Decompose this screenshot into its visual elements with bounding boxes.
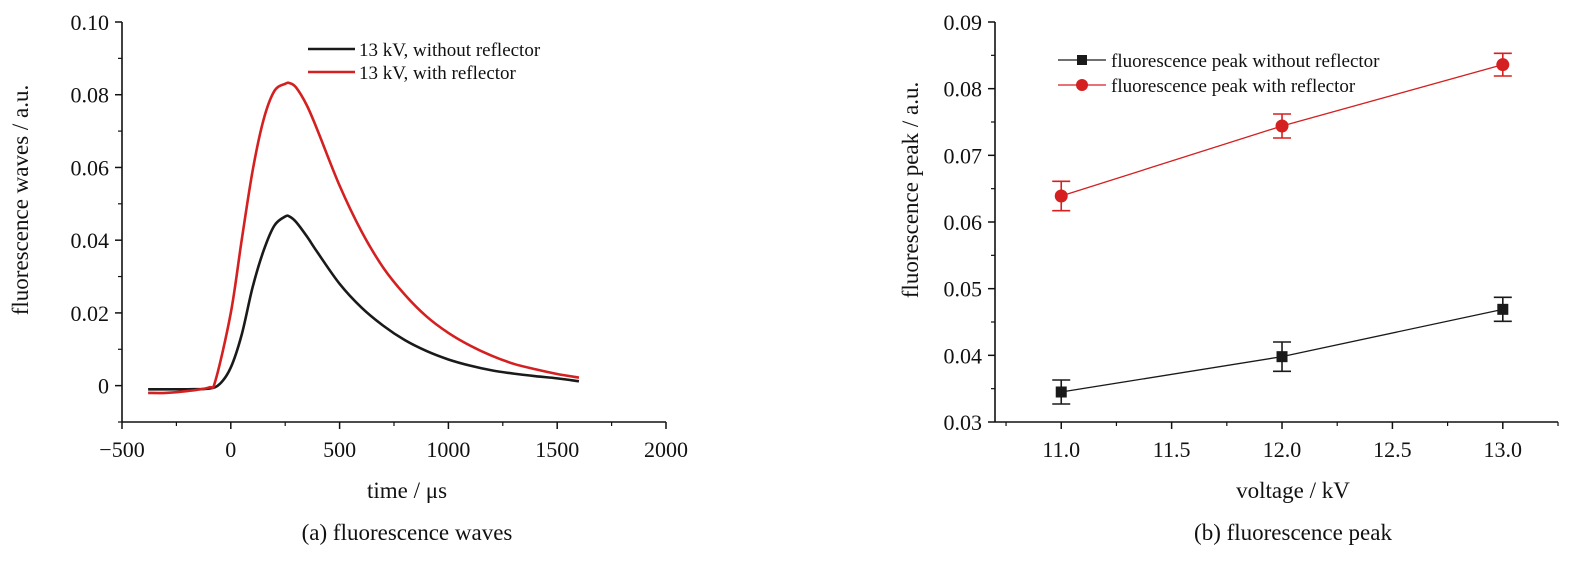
chart-b-legend-marker-square bbox=[1077, 55, 1087, 65]
chart-a-y-tick-label: 0.02 bbox=[71, 301, 110, 326]
chart-a-y-axis-label: fluorescence waves / a.u. bbox=[8, 85, 33, 316]
chart-b-legend: fluorescence peak without reflector fluor… bbox=[1058, 51, 1380, 97]
chart-a-x-tick-label: 1500 bbox=[535, 437, 579, 462]
chart-b-x-tick-label: 11.0 bbox=[1042, 437, 1080, 462]
chart-b-y-tick-label: 0.08 bbox=[944, 77, 983, 102]
chart-a-x-tick-label: 0 bbox=[225, 437, 236, 462]
chart-b-y-tick-label: 0.09 bbox=[944, 10, 983, 35]
chart-a-series bbox=[148, 81, 580, 395]
chart-b-x-tick-label: 13.0 bbox=[1484, 437, 1523, 462]
chart-a-series-line-1 bbox=[148, 214, 580, 391]
chart-b-point-square bbox=[1276, 351, 1288, 363]
chart-b-y-tick-label: 0.06 bbox=[944, 210, 983, 235]
chart-a-x-tick-label: 500 bbox=[323, 437, 356, 462]
chart-b-y-axis-label: fluorescence peak / a.u. bbox=[898, 82, 923, 298]
chart-b-y-tick-label: 0.05 bbox=[944, 277, 983, 302]
chart-a-x-tick-label: −500 bbox=[99, 437, 144, 462]
chart-fluorescence-peak: 11.0 11.5 12.0 12.5 13.0 0.03 0.04 0.05 0.06 0.07… bbox=[898, 10, 1559, 545]
chart-fluorescence-waves: −500 0 500 1000 1500 2000 0 0.02 0.04 0.06 0.08 0.1… bbox=[8, 10, 688, 545]
chart-b-point-square bbox=[1497, 303, 1509, 315]
chart-a-series-line-2 bbox=[148, 81, 580, 395]
chart-b-point-square bbox=[1055, 386, 1067, 398]
chart-b-x-tick-label: 11.5 bbox=[1153, 437, 1191, 462]
chart-a-y-tick-label: 0.06 bbox=[71, 155, 110, 180]
chart-a-legend-label-1: 13 kV, without reflector bbox=[359, 40, 541, 61]
chart-b-caption: (b) fluorescence peak bbox=[1194, 520, 1392, 545]
chart-a-axes: −500 0 500 1000 1500 2000 0 0.02 0.04 0.06 0.08 0.1… bbox=[71, 10, 689, 462]
chart-a-y-tick-label: 0.10 bbox=[71, 10, 110, 35]
chart-a-x-axis-label: time / μs bbox=[367, 478, 447, 503]
chart-b-x-tick-label: 12.5 bbox=[1373, 437, 1412, 462]
chart-b-point-circle bbox=[1054, 189, 1068, 203]
chart-a-caption: (a) fluorescence waves bbox=[302, 520, 513, 545]
chart-a-legend-label-2: 13 kV, with reflector bbox=[359, 63, 517, 84]
chart-b-x-axis-label: voltage / kV bbox=[1236, 478, 1350, 503]
chart-b-point-circle bbox=[1496, 58, 1510, 72]
chart-b-x-tick-label: 12.0 bbox=[1263, 437, 1302, 462]
chart-b-y-tick-label: 0.04 bbox=[944, 343, 983, 368]
chart-a-y-tick-label: 0.08 bbox=[71, 83, 110, 108]
chart-a-x-tick-label: 2000 bbox=[644, 437, 688, 462]
chart-b-y-tick-label: 0.07 bbox=[944, 143, 983, 168]
chart-a-x-tick-label: 1000 bbox=[426, 437, 470, 462]
chart-b-legend-label-2: fluorescence peak with reflector bbox=[1111, 76, 1356, 97]
chart-b-legend-marker-circle bbox=[1076, 79, 1088, 91]
chart-a-y-tick-label: 0.04 bbox=[71, 228, 110, 253]
chart-a-y-tick-label: 0 bbox=[98, 374, 109, 399]
chart-b-y-tick-label: 0.03 bbox=[944, 410, 983, 435]
chart-b-point-circle bbox=[1275, 119, 1289, 133]
chart-b-legend-label-1: fluorescence peak without reflector bbox=[1111, 51, 1380, 72]
chart-b-axes: 11.0 11.5 12.0 12.5 13.0 0.03 0.04 0.05 0.06 0.07… bbox=[944, 10, 1559, 462]
chart-b-series bbox=[1052, 52, 1512, 405]
